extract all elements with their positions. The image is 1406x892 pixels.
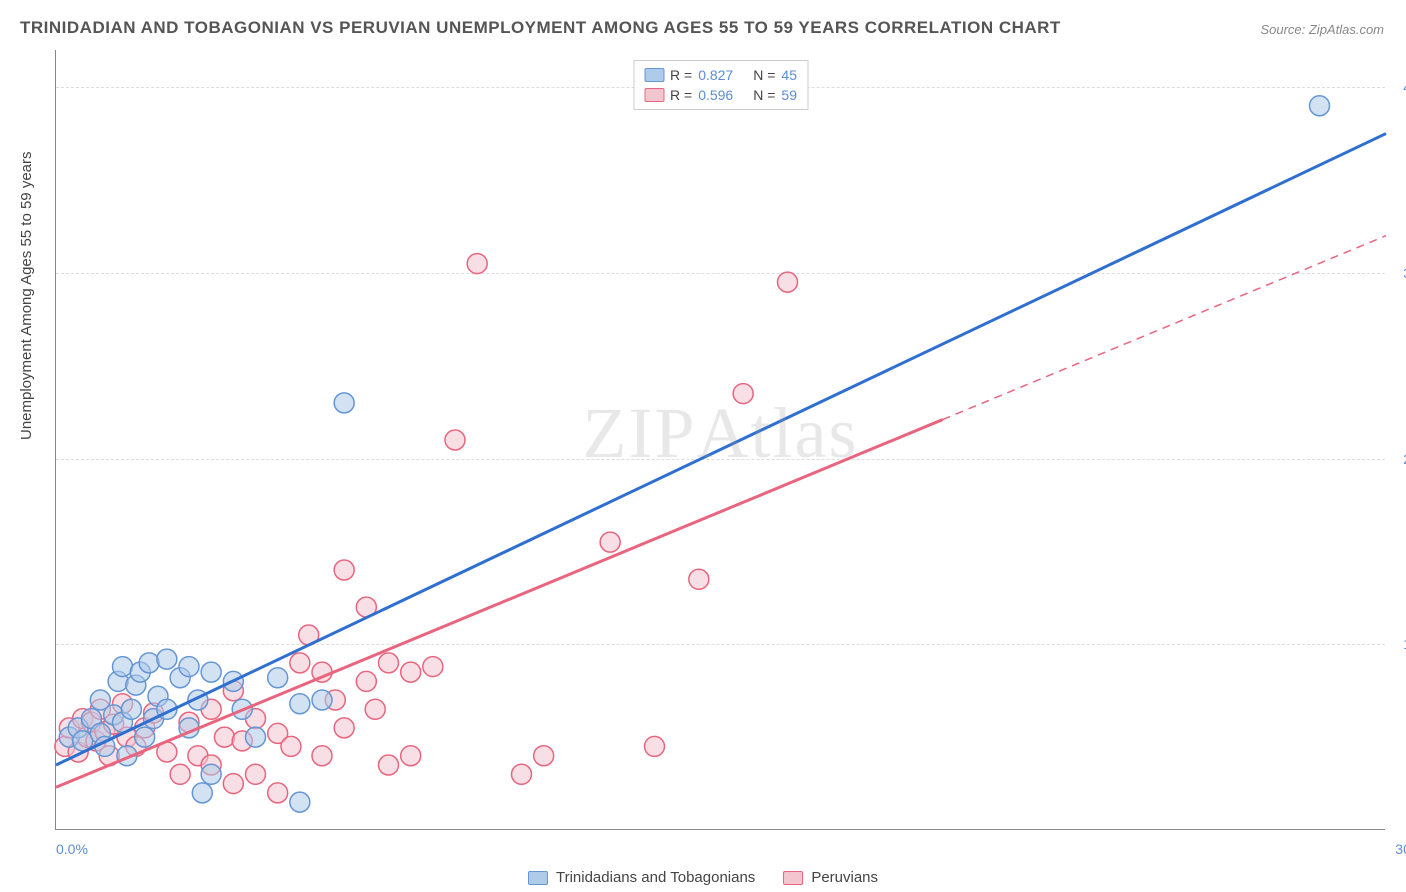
- trinidad-point: [121, 699, 141, 719]
- trinidad-swatch-icon: [644, 68, 664, 82]
- chart-title: TRINIDADIAN AND TOBAGONIAN VS PERUVIAN U…: [20, 18, 1061, 38]
- trinidad-point: [268, 668, 288, 688]
- trinidad-point: [113, 657, 133, 677]
- ytick-label: 30.0%: [1393, 265, 1406, 281]
- r-label: R =: [670, 67, 692, 83]
- chart-svg: [56, 50, 1385, 829]
- r-label: R =: [670, 87, 692, 103]
- trinidad-point: [334, 393, 354, 413]
- stat-row-trinidad: R = 0.827 N = 45: [644, 65, 797, 85]
- trinidad-point: [179, 657, 199, 677]
- peru-point: [365, 699, 385, 719]
- peru-point: [246, 764, 266, 784]
- y-axis-title: Unemployment Among Ages 55 to 59 years: [18, 151, 35, 440]
- trinidad-swatch-icon: [528, 871, 548, 885]
- trinidad-point: [139, 653, 159, 673]
- peru-point: [445, 430, 465, 450]
- n-value: 45: [781, 67, 797, 83]
- chart-source: Source: ZipAtlas.com: [1260, 22, 1384, 37]
- peru-point: [214, 727, 234, 747]
- peru-point: [534, 746, 554, 766]
- legend-item-trinidad: Trinidadians and Tobagonians: [528, 869, 755, 886]
- bottom-legend: Trinidadians and Tobagonians Peruvians: [528, 869, 878, 886]
- peru-point: [223, 774, 243, 794]
- peru-point: [312, 746, 332, 766]
- peru-point: [281, 736, 301, 756]
- trinidad-point: [312, 690, 332, 710]
- peru-point: [379, 755, 399, 775]
- trinidad-point: [192, 783, 212, 803]
- trinidad-point: [201, 662, 221, 682]
- trinidad-point: [290, 694, 310, 714]
- peru-point: [600, 532, 620, 552]
- peru-point: [401, 746, 421, 766]
- peru-point: [268, 783, 288, 803]
- peru-point: [512, 764, 532, 784]
- legend-item-peru: Peruvians: [783, 869, 878, 886]
- peru-point: [645, 736, 665, 756]
- peru-point: [733, 384, 753, 404]
- ytick-label: 40.0%: [1393, 79, 1406, 95]
- peru-trendline-extrapolated: [943, 236, 1386, 420]
- ytick-label: 20.0%: [1393, 451, 1406, 467]
- legend-label: Trinidadians and Tobagonians: [556, 869, 755, 886]
- peru-swatch-icon: [783, 871, 803, 885]
- r-value: 0.596: [698, 87, 733, 103]
- peru-point: [423, 657, 443, 677]
- peru-point: [334, 560, 354, 580]
- stat-row-peru: R = 0.596 N = 59: [644, 85, 797, 105]
- trinidad-point: [157, 649, 177, 669]
- peru-point: [467, 254, 487, 274]
- peru-trendline: [56, 420, 943, 788]
- stats-legend: R = 0.827 N = 45 R = 0.596 N = 59: [633, 60, 808, 110]
- peru-point: [170, 764, 190, 784]
- peru-point: [401, 662, 421, 682]
- trinidad-point: [135, 727, 155, 747]
- peru-swatch-icon: [644, 88, 664, 102]
- trinidad-trendline: [56, 134, 1386, 765]
- xtick-label: 30.0%: [1395, 841, 1406, 857]
- ytick-label: 10.0%: [1393, 636, 1406, 652]
- n-label: N =: [753, 67, 775, 83]
- peru-point: [356, 671, 376, 691]
- peru-point: [379, 653, 399, 673]
- peru-point: [290, 653, 310, 673]
- legend-label: Peruvians: [811, 869, 878, 886]
- plot-area: 10.0%20.0%30.0%40.0% ZIPAtlas R =0.827N …: [55, 50, 1385, 830]
- peru-point: [778, 272, 798, 292]
- xtick-label: 0.0%: [56, 841, 88, 857]
- r-value: 0.827: [698, 67, 733, 83]
- n-value: 59: [781, 87, 797, 103]
- trinidad-point: [290, 792, 310, 812]
- peru-point: [334, 718, 354, 738]
- trinidad-point: [1310, 96, 1330, 116]
- trinidad-point: [246, 727, 266, 747]
- trinidad-point: [201, 764, 221, 784]
- peru-point: [689, 569, 709, 589]
- n-label: N =: [753, 87, 775, 103]
